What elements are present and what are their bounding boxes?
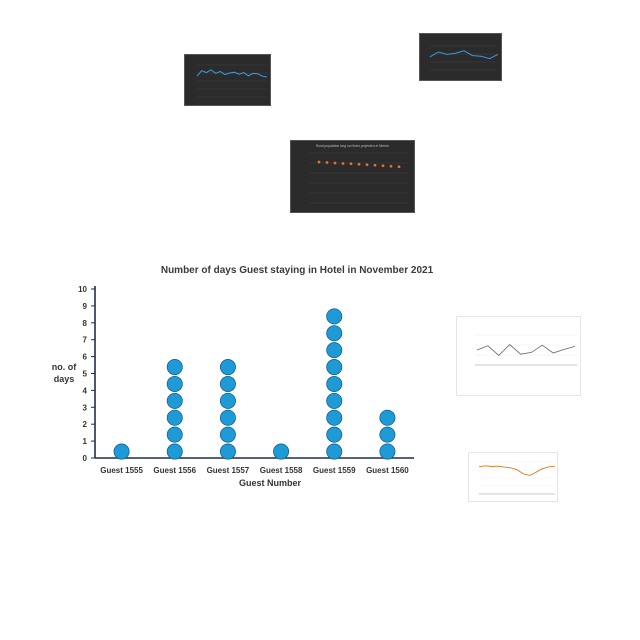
y-tick-label: 1 [83, 437, 88, 446]
data-marker [380, 444, 395, 459]
y-axis-label-line1: no. of [52, 362, 77, 372]
thumbnail-3-svg: Rural population long run fixers project… [291, 141, 414, 212]
thumbnail-line-chart-4 [456, 316, 581, 396]
y-tick-label: 3 [83, 403, 88, 412]
thumbnail-line-chart-1 [184, 54, 271, 106]
x-tick-label: Guest 1559 [313, 466, 356, 475]
y-axis-ticks: 0 1 2 3 4 5 6 7 8 9 10 [78, 285, 95, 463]
thumbnail-line-chart-5 [468, 452, 558, 502]
y-tick-label: 4 [83, 386, 88, 395]
data-marker [167, 444, 182, 459]
y-tick-label: 0 [83, 454, 88, 463]
thumbnail-3-point [318, 161, 321, 164]
data-markers [114, 309, 395, 459]
data-marker [327, 410, 342, 425]
thumbnail-2-svg [420, 34, 501, 80]
thumbnail-3-point [326, 161, 329, 164]
data-marker [327, 427, 342, 442]
thumbnail-line-chart-2 [419, 33, 502, 81]
data-marker [327, 376, 342, 391]
x-tick-label: Guest 1560 [366, 466, 409, 475]
data-marker [167, 427, 182, 442]
thumbnail-1-svg [185, 55, 270, 105]
thumbnail-2-series-line [430, 51, 498, 59]
thumbnail-3-grid [309, 153, 409, 203]
thumbnail-3-point [334, 162, 337, 165]
y-tick-label: 7 [83, 336, 88, 345]
x-tick-label: Guest 1556 [153, 466, 196, 475]
data-marker [220, 376, 235, 391]
x-axis-label: Guest Number [239, 478, 302, 488]
thumbnail-3-point [398, 165, 401, 168]
data-marker [220, 427, 235, 442]
data-marker [167, 376, 182, 391]
y-tick-label: 8 [83, 319, 88, 328]
x-tick-label: Guest 1555 [100, 466, 143, 475]
thumbnail-3-title: Rural population long run fixers project… [316, 144, 389, 148]
data-marker [220, 359, 235, 374]
data-marker [114, 444, 129, 459]
thumbnail-3-point [358, 163, 361, 166]
thumbnail-3-point [366, 163, 369, 166]
thumbnail-1-grid [197, 65, 267, 97]
thumbnail-4-series-line [477, 345, 575, 356]
data-marker [167, 393, 182, 408]
data-marker [167, 410, 182, 425]
data-marker [327, 359, 342, 374]
x-axis-ticks: Guest 1555 Guest 1556 Guest 1557 Guest 1558… [100, 466, 409, 475]
data-marker [327, 309, 342, 324]
x-tick-label: Guest 1557 [207, 466, 250, 475]
data-marker [220, 393, 235, 408]
x-tick-label: Guest 1558 [260, 466, 303, 475]
y-tick-label: 10 [78, 285, 87, 294]
data-marker [327, 343, 342, 358]
data-marker [167, 359, 182, 374]
data-marker [220, 444, 235, 459]
data-marker [380, 410, 395, 425]
chart-title: Number of days Guest staying in Hotel in… [161, 265, 434, 276]
thumbnail-1-series-line [197, 70, 267, 77]
thumbnail-4-svg [457, 317, 580, 395]
thumbnail-3-points [318, 161, 401, 169]
y-tick-label: 2 [83, 420, 88, 429]
thumbnail-3-point [374, 164, 377, 167]
data-marker [327, 393, 342, 408]
thumbnail-5-series-line [479, 466, 555, 476]
y-tick-label: 6 [83, 353, 88, 362]
data-marker [380, 427, 395, 442]
thumbnail-3-point [382, 164, 385, 167]
data-marker [327, 444, 342, 459]
thumbnail-3-point [342, 162, 345, 165]
thumbnail-3-point [350, 162, 353, 165]
y-axis-label-line2: days [54, 374, 75, 384]
data-marker [273, 444, 288, 459]
thumbnail-scatter-chart-3: Rural population long run fixers project… [290, 140, 415, 213]
data-marker [327, 326, 342, 341]
thumbnail-3-point [390, 165, 393, 168]
y-tick-label: 5 [83, 370, 88, 379]
data-marker [220, 410, 235, 425]
y-tick-label: 9 [83, 302, 88, 311]
thumbnail-5-svg [469, 453, 557, 501]
